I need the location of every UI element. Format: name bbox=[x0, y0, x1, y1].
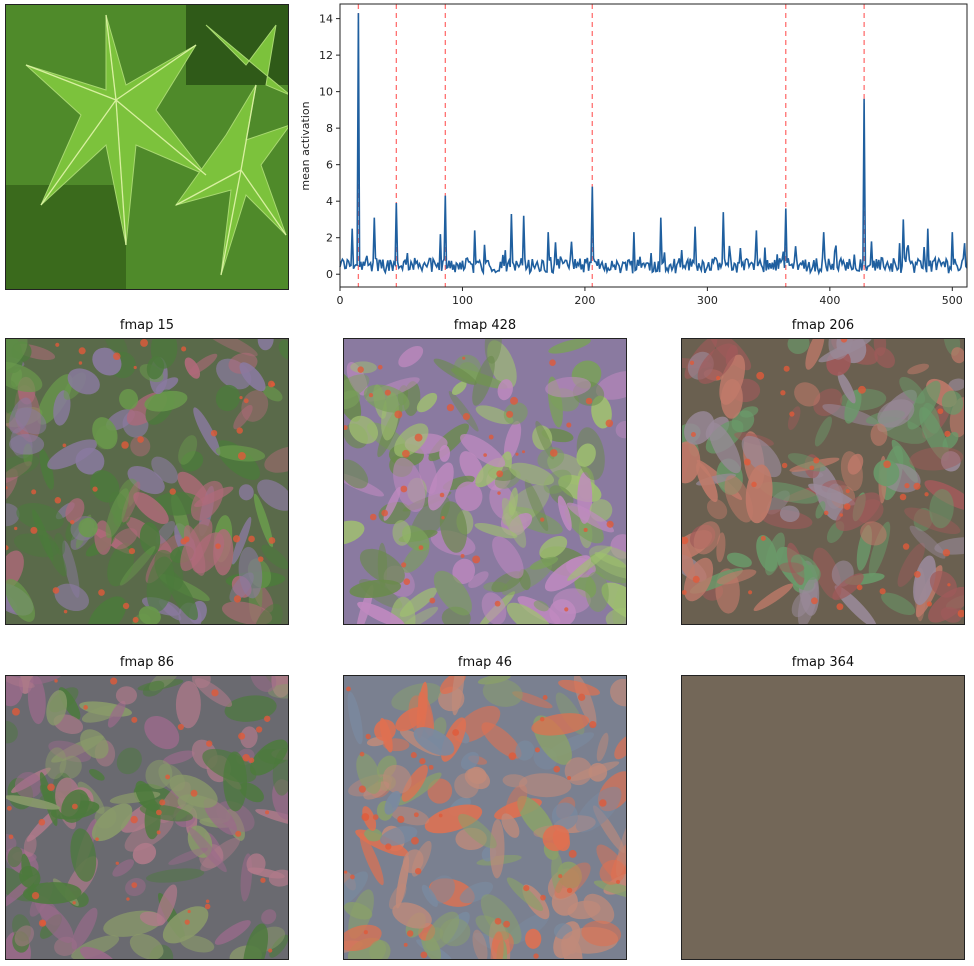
y-tick-label: 6 bbox=[326, 159, 333, 172]
x-tick-label: 500 bbox=[942, 294, 963, 307]
highlight-lines bbox=[357, 4, 865, 287]
fmap-image-0 bbox=[5, 338, 289, 625]
fmap-image-3 bbox=[5, 675, 289, 960]
fmap-texture bbox=[344, 339, 626, 624]
fmap-image-4 bbox=[343, 675, 627, 960]
x-tick-label: 300 bbox=[697, 294, 718, 307]
fmap-title-1: fmap 428 bbox=[453, 318, 517, 333]
fmap-image-2 bbox=[681, 338, 965, 625]
fmap-texture bbox=[6, 339, 288, 624]
fmap-image-1 bbox=[343, 338, 627, 625]
y-tick-label: 14 bbox=[319, 13, 333, 26]
y-axis-ticks: 0 2 4 6 8 10 12 14 bbox=[319, 13, 340, 281]
y-tick-label: 4 bbox=[326, 195, 333, 208]
y-tick-label: 0 bbox=[326, 268, 333, 281]
fmap-title-2: fmap 206 bbox=[791, 318, 855, 333]
activation-chart-svg: 0 2 4 6 8 10 12 14 0 100 200 300 400 500 mean activa… bbox=[299, 3, 968, 307]
x-tick-label: 100 bbox=[452, 294, 473, 307]
x-tick-label: 400 bbox=[819, 294, 840, 307]
fmap-title-4: fmap 46 bbox=[457, 655, 513, 670]
activation-series-line bbox=[339, 13, 968, 276]
x-tick-label: 0 bbox=[337, 294, 344, 307]
x-tick-label: 200 bbox=[574, 294, 595, 307]
activation-chart: 0 2 4 6 8 10 12 14 0 100 200 300 400 500 mean activa… bbox=[296, 0, 974, 312]
y-tick-label: 2 bbox=[326, 232, 333, 245]
y-tick-label: 10 bbox=[319, 86, 333, 99]
y-tick-label: 8 bbox=[326, 122, 333, 135]
fmap-texture bbox=[344, 676, 626, 959]
fmap-image-5 bbox=[681, 675, 965, 960]
fmap-title-5: fmap 364 bbox=[791, 655, 855, 670]
fmap-texture bbox=[682, 339, 964, 624]
fmap-texture bbox=[682, 676, 964, 959]
fmap-title-0: fmap 15 bbox=[119, 318, 175, 333]
leaf-photo-drawing bbox=[6, 5, 288, 289]
x-axis-ticks: 0 100 200 300 400 500 bbox=[337, 287, 963, 307]
y-tick-label: 12 bbox=[319, 49, 333, 62]
fmap-texture bbox=[6, 676, 288, 959]
leaf-photo bbox=[5, 4, 289, 290]
y-axis-label: mean activation bbox=[299, 101, 312, 190]
fmap-title-3: fmap 86 bbox=[119, 655, 175, 670]
plot-frame bbox=[339, 3, 968, 288]
